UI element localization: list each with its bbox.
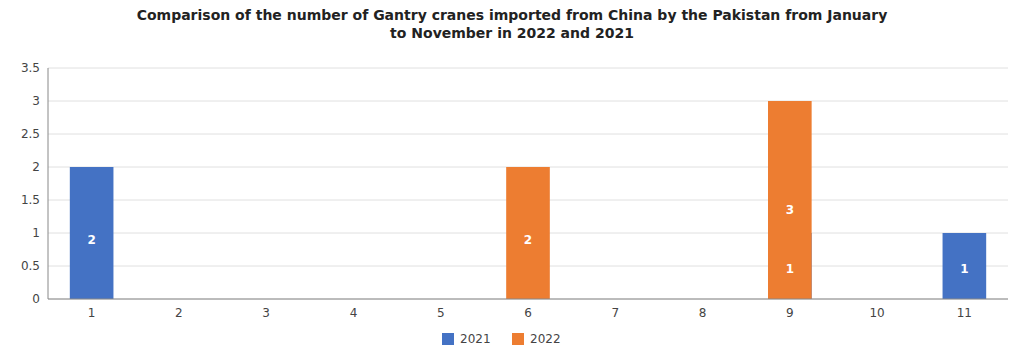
- bar: [768, 101, 812, 299]
- x-axis-line: [48, 299, 1008, 300]
- x-tick-label: 10: [869, 306, 884, 320]
- legend: 2021 2022: [442, 332, 561, 346]
- grid-line: [48, 134, 1008, 135]
- legend-swatch: [512, 333, 524, 345]
- page: {"chart_data": {"type": "bar", "title": …: [0, 0, 1024, 357]
- title-line: to November in 2022 and 2021: [390, 25, 634, 41]
- x-tick-label: 9: [786, 306, 794, 320]
- x-tick-label: 2: [175, 306, 183, 320]
- y-tick-label: 3.5: [21, 61, 40, 75]
- x-tick-label: 8: [699, 306, 707, 320]
- y-tick-label: 2.5: [21, 127, 40, 141]
- legend-swatch: [442, 333, 454, 345]
- data-label: 2: [87, 233, 95, 247]
- legend-label: 2022: [530, 332, 561, 346]
- x-tick-label: 4: [350, 306, 358, 320]
- y-tick-label: 0.5: [21, 259, 40, 273]
- y-grid: [48, 68, 1008, 299]
- chart-container: Comparison of the number of Gantry crane…: [0, 0, 1024, 357]
- title-line: Comparison of the number of Gantry crane…: [137, 7, 888, 23]
- y-tick-label: 2: [32, 160, 40, 174]
- grid-line: [48, 299, 1008, 300]
- data-label: 3: [786, 203, 794, 217]
- data-label: 1: [960, 262, 968, 276]
- bars: [70, 101, 986, 299]
- y-tick-label: 0: [32, 292, 40, 306]
- x-tick-label: 7: [611, 306, 619, 320]
- y-tick-label: 1: [32, 226, 40, 240]
- grid-line: [48, 68, 1008, 69]
- x-tick-label: 5: [437, 306, 445, 320]
- chart-title: Comparison of the number of Gantry crane…: [137, 7, 888, 41]
- y-tick-label: 3: [32, 94, 40, 108]
- y-tick-labels: 0 0.5 1 1.5 2 2.5 3 3.5: [21, 61, 40, 306]
- grid-line: [48, 101, 1008, 102]
- x-tick-label: 11: [957, 306, 972, 320]
- bar: [70, 167, 114, 299]
- x-tick-label: 6: [524, 306, 532, 320]
- data-label: 1: [786, 262, 794, 276]
- chart-svg: Comparison of the number of Gantry crane…: [0, 0, 1024, 357]
- legend-label: 2021: [460, 332, 491, 346]
- y-axis-line: [48, 68, 49, 299]
- data-label: 2: [524, 233, 532, 247]
- x-tick-label: 3: [262, 306, 270, 320]
- bar: [943, 233, 987, 299]
- data-labels: 2 1 1 2 3: [87, 203, 968, 276]
- x-tick-labels: 1 2 3 4 5 6 7 8 9 10 11: [88, 306, 972, 320]
- x-tick-label: 1: [88, 306, 96, 320]
- y-tick-label: 1.5: [21, 193, 40, 207]
- bar: [506, 167, 550, 299]
